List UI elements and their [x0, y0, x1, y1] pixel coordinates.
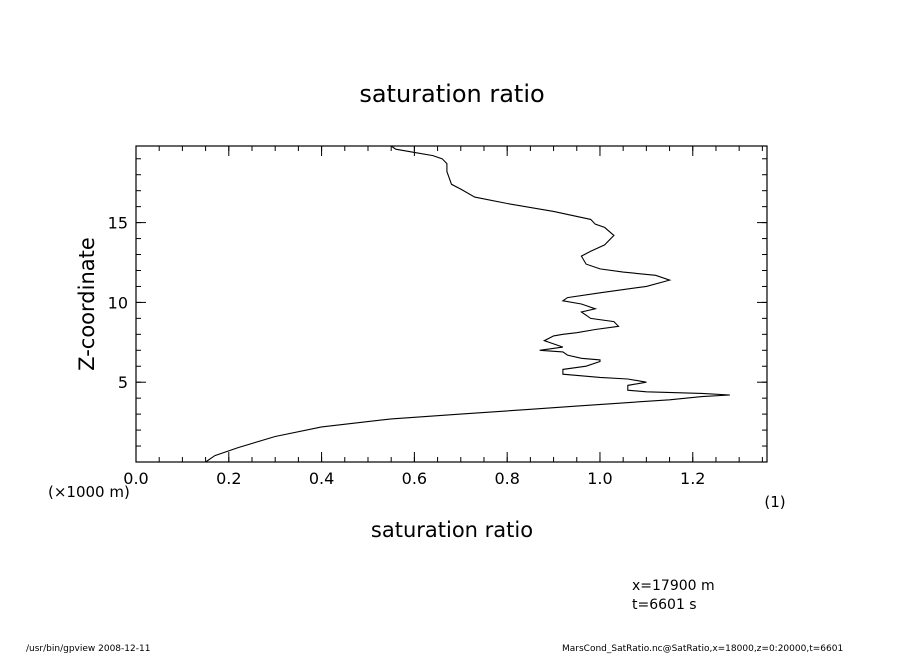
chart-title: saturation ratio [359, 80, 544, 108]
y-tick-label: 10 [108, 293, 128, 312]
x-axis-unit: (1) [764, 493, 785, 511]
x-tick-label: 0.2 [216, 469, 241, 488]
y-axis-unit: (×1000 m) [48, 483, 130, 501]
x-tick-label: 0.8 [494, 469, 519, 488]
x-tick-label: 0.0 [123, 469, 148, 488]
y-tick-label: 5 [118, 373, 128, 392]
x-tick-label: 0.4 [309, 469, 334, 488]
x-axis-label: saturation ratio [371, 518, 533, 542]
x-tick-label: 0.6 [402, 469, 427, 488]
plot-frame [135, 145, 768, 463]
x-position-annotation: x=17900 m [632, 578, 715, 594]
y-tick-label: 15 [108, 214, 128, 233]
y-tick-labels: 5 10 15 [108, 214, 128, 393]
x-tick-label: 1.0 [587, 469, 612, 488]
series-line [205, 145, 730, 463]
x-tick-label: 1.2 [680, 469, 705, 488]
y-major-ticks [136, 222, 767, 383]
footer-left: /usr/bin/gpview 2008-12-11 [26, 644, 150, 654]
x-tick-labels: 0.0 0.2 0.4 0.6 0.8 1.0 1.2 [123, 469, 705, 488]
time-annotation: t=6601 s [632, 597, 697, 613]
y-axis-label: Z-coordinate [75, 237, 99, 371]
footer-right: MarsCond_SatRatio.nc@SatRatio,x=18000,z=… [562, 644, 843, 654]
